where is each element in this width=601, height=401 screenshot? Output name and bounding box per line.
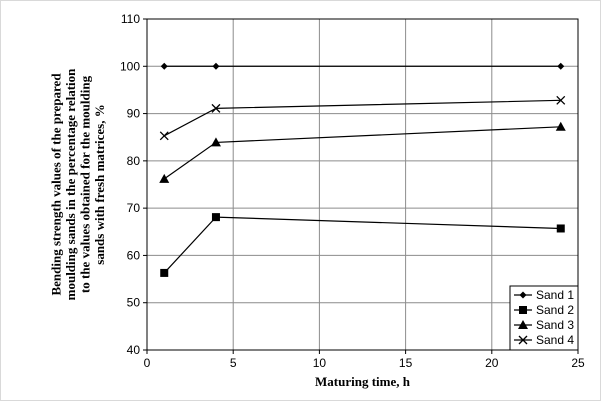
x-tick-label: 25 [571,356,585,370]
x-tick-label: 15 [399,356,413,370]
x-tick-label: 5 [230,356,237,370]
data-point [556,224,565,233]
series-4 [159,95,566,141]
data-point [159,173,170,183]
y-axis-title-line: Bending strength values of the prepared [48,73,63,296]
marker-stroke [211,103,221,113]
legend-marker [518,335,528,345]
legend-label: Sand 3 [536,318,574,332]
y-tick-label: 90 [127,107,141,121]
y-tick-label: 110 [121,12,140,26]
data-point [211,103,221,113]
y-axis-title-line: to the values obtained for the moulding [77,75,92,293]
data-point [212,62,220,70]
series-line [163,216,561,274]
series-1 [160,62,565,70]
y-tick-label: 80 [127,154,141,168]
x-axis-title: Maturing time, h [315,374,411,389]
marker-stroke [159,131,169,141]
series-line [163,99,561,137]
legend-item: Sand 3 [514,318,574,332]
marker-stroke [518,335,528,345]
legend-item: Sand 2 [514,303,574,317]
x-tick-label: 10 [313,356,327,370]
data-point [160,268,169,277]
y-tick-label: 100 [120,59,140,73]
legend-label: Sand 1 [536,288,574,302]
data-point [159,131,169,141]
series-line [163,126,561,180]
legend-marker [518,320,528,329]
y-axis-title-line: moulding sands in the percentage relatio… [63,68,78,301]
legend-marker [519,306,527,314]
data-point [557,62,565,70]
legend-item: Sand 1 [514,288,574,302]
data-point [160,62,168,70]
x-tick-label: 0 [144,356,151,370]
y-tick-label: 60 [127,248,141,262]
series-layer [159,62,566,277]
legend-label: Sand 4 [536,333,574,347]
data-point [210,137,221,147]
data-point [211,213,220,222]
data-point [556,95,566,105]
axis-ticks: 40 50 60 70 80 90 100 110 0 5 10 15 20 25 [120,12,585,370]
y-axis-title: Bending strength values of the prepared … [48,68,107,301]
legend-label: Sand 2 [536,303,574,317]
y-tick-label: 70 [127,201,141,215]
legend-marker [519,291,527,299]
marker-stroke [556,95,566,105]
y-tick-label: 50 [127,296,141,310]
data-point [555,121,566,131]
y-axis-title-line: sands with fresh matrices, % [92,104,107,264]
series-3 [159,121,566,183]
legend-item: Sand 4 [514,333,574,347]
y-tick-label: 40 [127,343,141,357]
x-tick-label: 20 [485,356,499,370]
series-2 [160,213,565,277]
plot-area [146,18,579,351]
